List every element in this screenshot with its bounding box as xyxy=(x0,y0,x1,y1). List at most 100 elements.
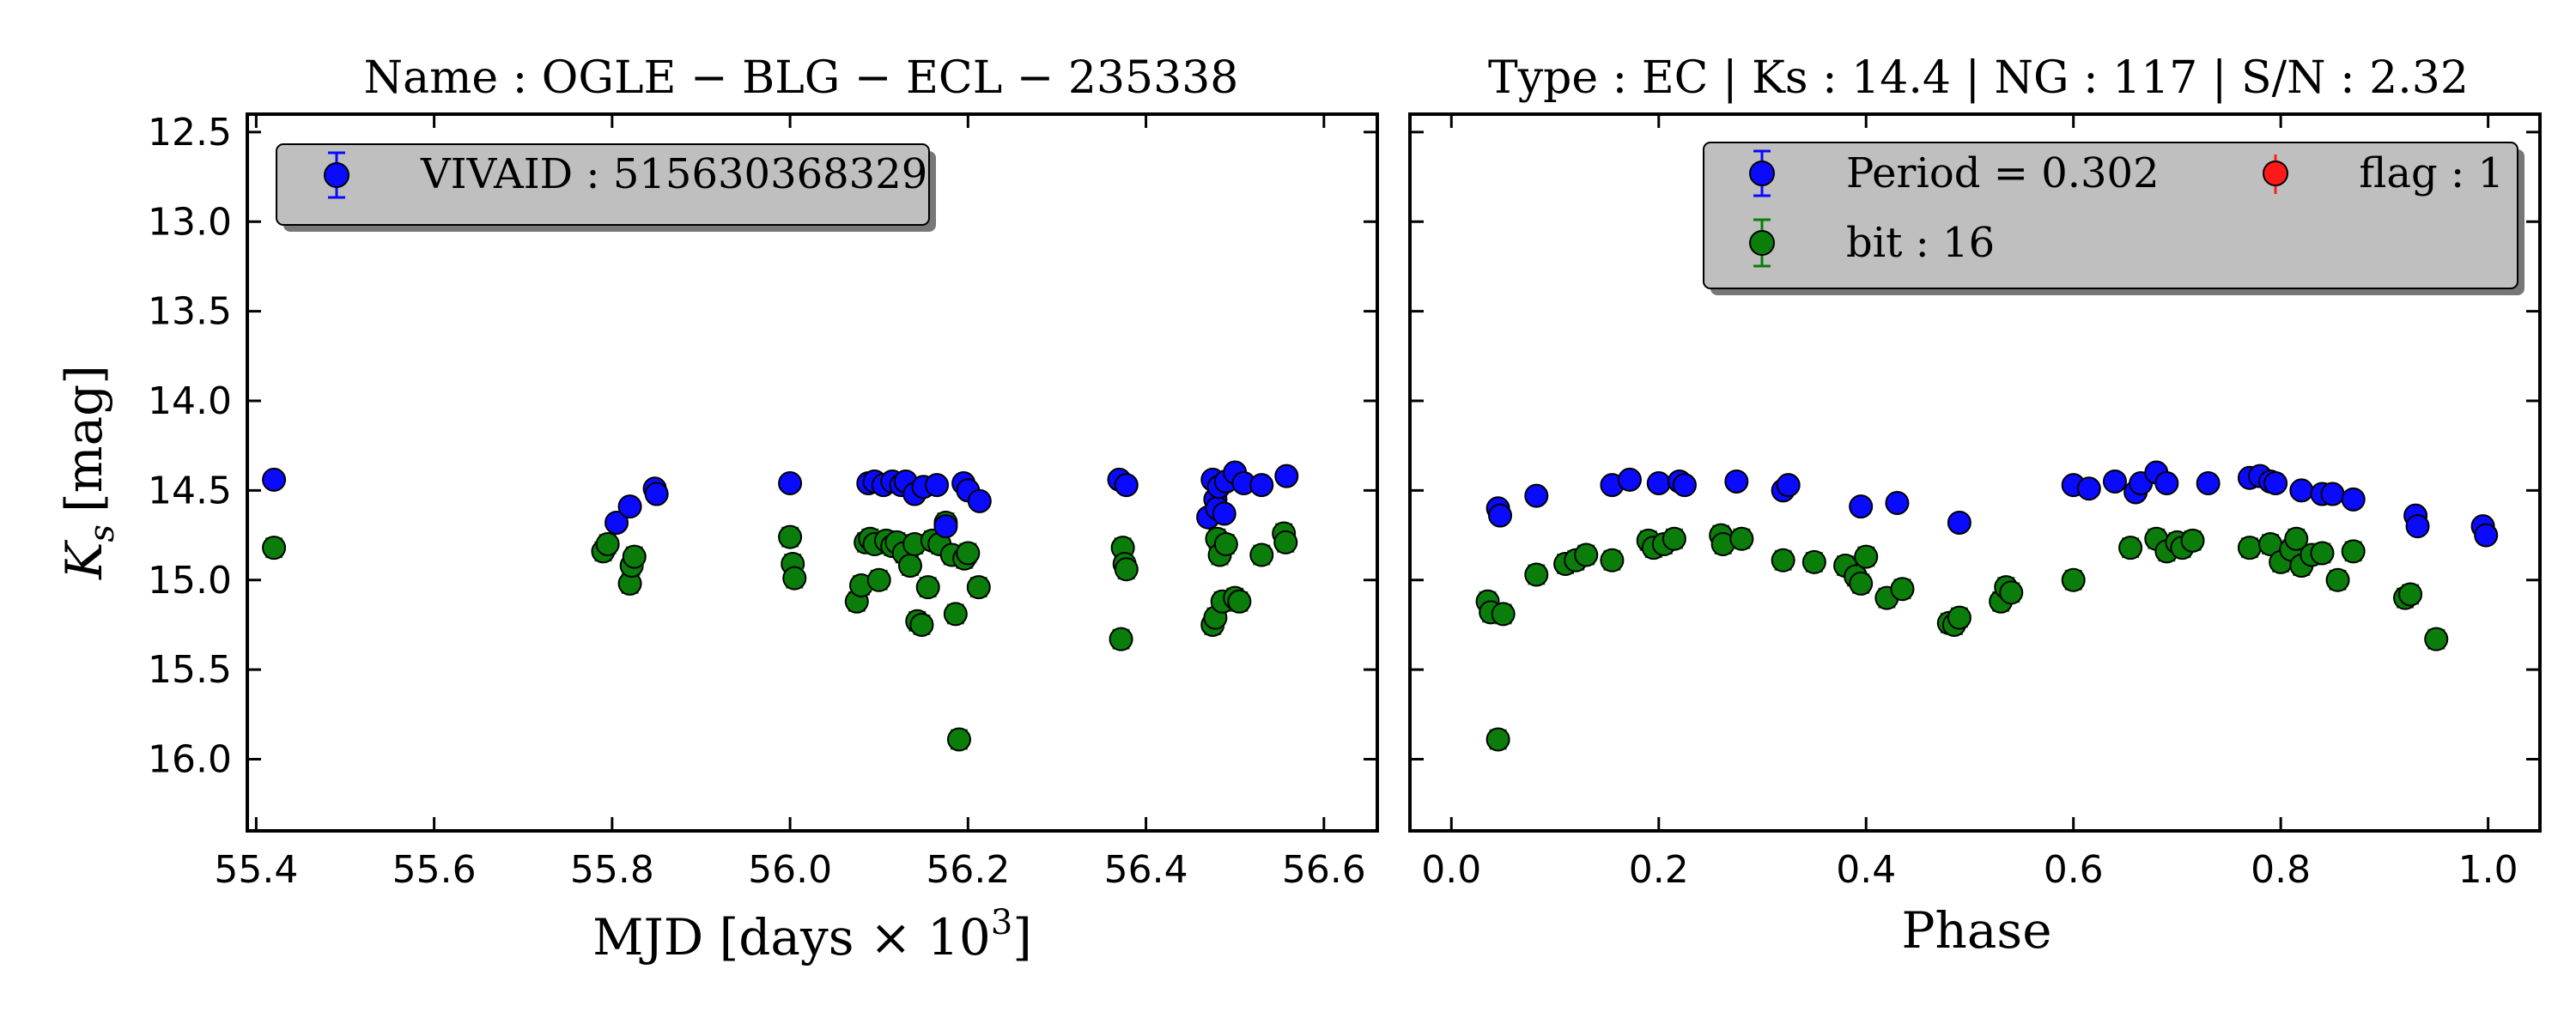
left-point-green xyxy=(909,612,934,637)
right-point-green xyxy=(1662,526,1686,551)
data-marker xyxy=(782,566,807,591)
right-x-axis-label: Phase xyxy=(1901,901,2051,960)
data-marker xyxy=(956,541,981,566)
data-marker xyxy=(1274,464,1299,488)
right-point-blue xyxy=(2341,487,2366,512)
right-point-blue xyxy=(1672,473,1697,498)
right-point-green xyxy=(1729,526,1754,551)
left-point-blue xyxy=(1231,471,1256,496)
left-y-axis-label: Ks [mag] xyxy=(55,365,122,580)
left-point-green xyxy=(956,541,981,566)
left-ytick-label: 14.5 xyxy=(148,469,232,512)
right-point-blue xyxy=(1885,490,1910,515)
data-marker xyxy=(1947,605,1971,630)
data-marker xyxy=(1227,589,1252,614)
right-point-green xyxy=(1854,544,1879,569)
data-marker xyxy=(933,514,958,539)
right-point-green xyxy=(2341,539,2366,564)
left-legend-box xyxy=(276,143,930,226)
data-marker xyxy=(1849,494,1874,519)
data-marker xyxy=(909,612,934,637)
y-label-symbol: K xyxy=(55,539,113,580)
left-point-blue xyxy=(1114,473,1139,498)
left-point-green xyxy=(1114,557,1139,582)
left-point-blue xyxy=(1249,473,1274,498)
data-marker xyxy=(1212,501,1236,526)
right-point-green xyxy=(1771,548,1795,573)
data-marker xyxy=(1849,571,1874,596)
right-point-blue xyxy=(2289,478,2314,503)
right-point-green xyxy=(2424,627,2449,651)
data-marker xyxy=(2061,567,2086,592)
data-marker xyxy=(2398,582,2423,607)
right-panel: Type : EC | Ks : 14.4 | NG : 117 | S/N :… xyxy=(1408,52,2542,960)
data-marker xyxy=(1249,473,1274,498)
left-xtick-label: 56.2 xyxy=(926,848,1010,892)
left-x-axis-label: MJD [days × 103] xyxy=(592,903,1032,966)
right-point-green xyxy=(1890,577,1915,602)
data-marker xyxy=(1729,526,1754,551)
left-ytick-label: 13.0 xyxy=(148,200,232,244)
left-point-blue xyxy=(617,494,642,519)
right-xtick-label: 0.8 xyxy=(2251,848,2311,892)
right-point-green xyxy=(1485,727,1510,752)
right-point-green xyxy=(1849,571,1874,596)
left-point-green xyxy=(1213,532,1238,556)
data-marker xyxy=(2196,471,2221,496)
left-point-blue xyxy=(1212,501,1236,526)
right-point-green xyxy=(2237,536,2262,560)
left-point-green xyxy=(622,544,647,569)
right-point-green xyxy=(1600,548,1625,573)
right-point-green xyxy=(2310,541,2335,566)
data-marker xyxy=(1617,467,1642,492)
data-marker xyxy=(2284,526,2309,551)
data-marker xyxy=(1801,549,1826,574)
left-point-green xyxy=(866,567,891,592)
data-marker xyxy=(1662,526,1686,551)
right-tick-marks xyxy=(1410,114,2540,831)
data-marker xyxy=(2320,482,2345,506)
right-legend-box xyxy=(1703,142,2518,289)
data-marker xyxy=(967,488,992,513)
right-point-green xyxy=(1801,549,1826,574)
left-ytick-label: 14.0 xyxy=(148,379,232,423)
legend-label-bit: bit : 16 xyxy=(1846,219,1995,267)
left-panel: Name : OGLE − BLG − ECL − 235338 12.5 13.… xyxy=(55,52,1379,966)
left-point-green xyxy=(897,554,922,579)
data-marker xyxy=(644,482,669,506)
left-point-green xyxy=(778,524,803,549)
left-point-green xyxy=(915,575,940,600)
right-x-tick-labels: 0.0 0.2 0.4 0.6 0.8 1.0 xyxy=(1421,848,2518,892)
left-point-green xyxy=(595,532,620,556)
left-xtick-label: 56.4 xyxy=(1104,848,1188,892)
right-point-green xyxy=(2325,567,2350,592)
right-point-green xyxy=(2061,567,2086,592)
right-point-blue xyxy=(2320,482,2345,506)
right-legend: Period = 0.302 bit : 16 flag : 1 xyxy=(1703,142,2524,295)
data-marker xyxy=(778,524,803,549)
left-tick-marks xyxy=(247,114,1377,831)
y-label-unit: [mag] xyxy=(55,365,113,512)
left-point-blue xyxy=(778,471,803,496)
left-point-green xyxy=(1273,530,1298,554)
data-marker xyxy=(1524,483,1549,508)
data-marker xyxy=(1273,530,1298,554)
data-marker xyxy=(1213,532,1238,556)
data-marker xyxy=(1485,727,1510,752)
data-marker xyxy=(2474,523,2499,548)
legend-marker-blue xyxy=(324,162,349,188)
legend-marker-bit xyxy=(1749,230,1775,256)
right-point-blue xyxy=(1849,494,1874,519)
data-marker xyxy=(778,471,803,496)
data-marker xyxy=(915,575,940,600)
right-point-green xyxy=(2284,526,2309,551)
right-point-blue xyxy=(1947,510,1971,535)
left-point-green xyxy=(848,573,873,598)
left-point-blue xyxy=(1274,464,1299,488)
left-point-green xyxy=(966,575,991,600)
left-ytick-label: 15.5 xyxy=(148,648,232,692)
data-marker xyxy=(1600,548,1625,573)
left-xtick-label: 55.6 xyxy=(392,848,477,892)
left-point-green xyxy=(943,602,968,627)
